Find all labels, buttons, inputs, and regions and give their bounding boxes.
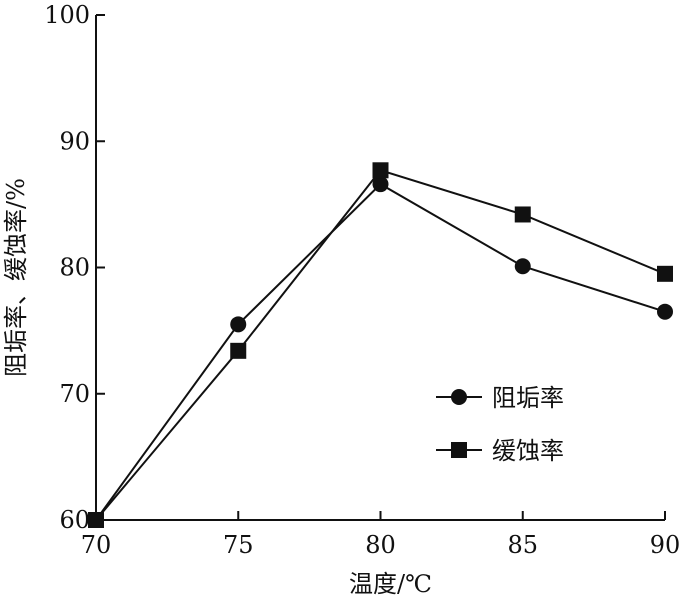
x-tick-label: 75 <box>223 531 254 559</box>
square-marker <box>657 265 673 282</box>
x-tick-label: 85 <box>507 531 538 559</box>
circle-marker <box>657 303 673 320</box>
y-tick-label: 90 <box>59 127 90 155</box>
square-marker <box>372 162 389 179</box>
series-layer <box>88 162 673 528</box>
circle-marker <box>514 258 531 275</box>
circle-marker <box>230 316 247 333</box>
legend-label: 缓蚀率 <box>492 437 564 465</box>
legend-label: 阻垢率 <box>492 384 564 412</box>
y-tick-label: 60 <box>59 506 90 534</box>
y-tick-label: 70 <box>59 380 90 408</box>
y-tick-label: 100 <box>44 1 90 29</box>
y-axis-title: 阻垢率、缓蚀率/% <box>2 178 30 377</box>
x-tick-label: 70 <box>81 531 112 559</box>
square-marker <box>451 442 467 458</box>
x-tick-label: 80 <box>365 531 396 559</box>
y-tick-label: 80 <box>59 254 90 282</box>
square-marker <box>230 342 247 359</box>
x-tick-label: 90 <box>650 531 681 559</box>
series-line <box>95 169 666 521</box>
square-marker <box>514 206 531 223</box>
circle-marker <box>451 389 467 405</box>
series-line <box>95 182 666 521</box>
circle-marker <box>372 176 389 193</box>
x-axis-title: 温度/℃ <box>349 570 432 598</box>
square-marker <box>88 512 104 528</box>
